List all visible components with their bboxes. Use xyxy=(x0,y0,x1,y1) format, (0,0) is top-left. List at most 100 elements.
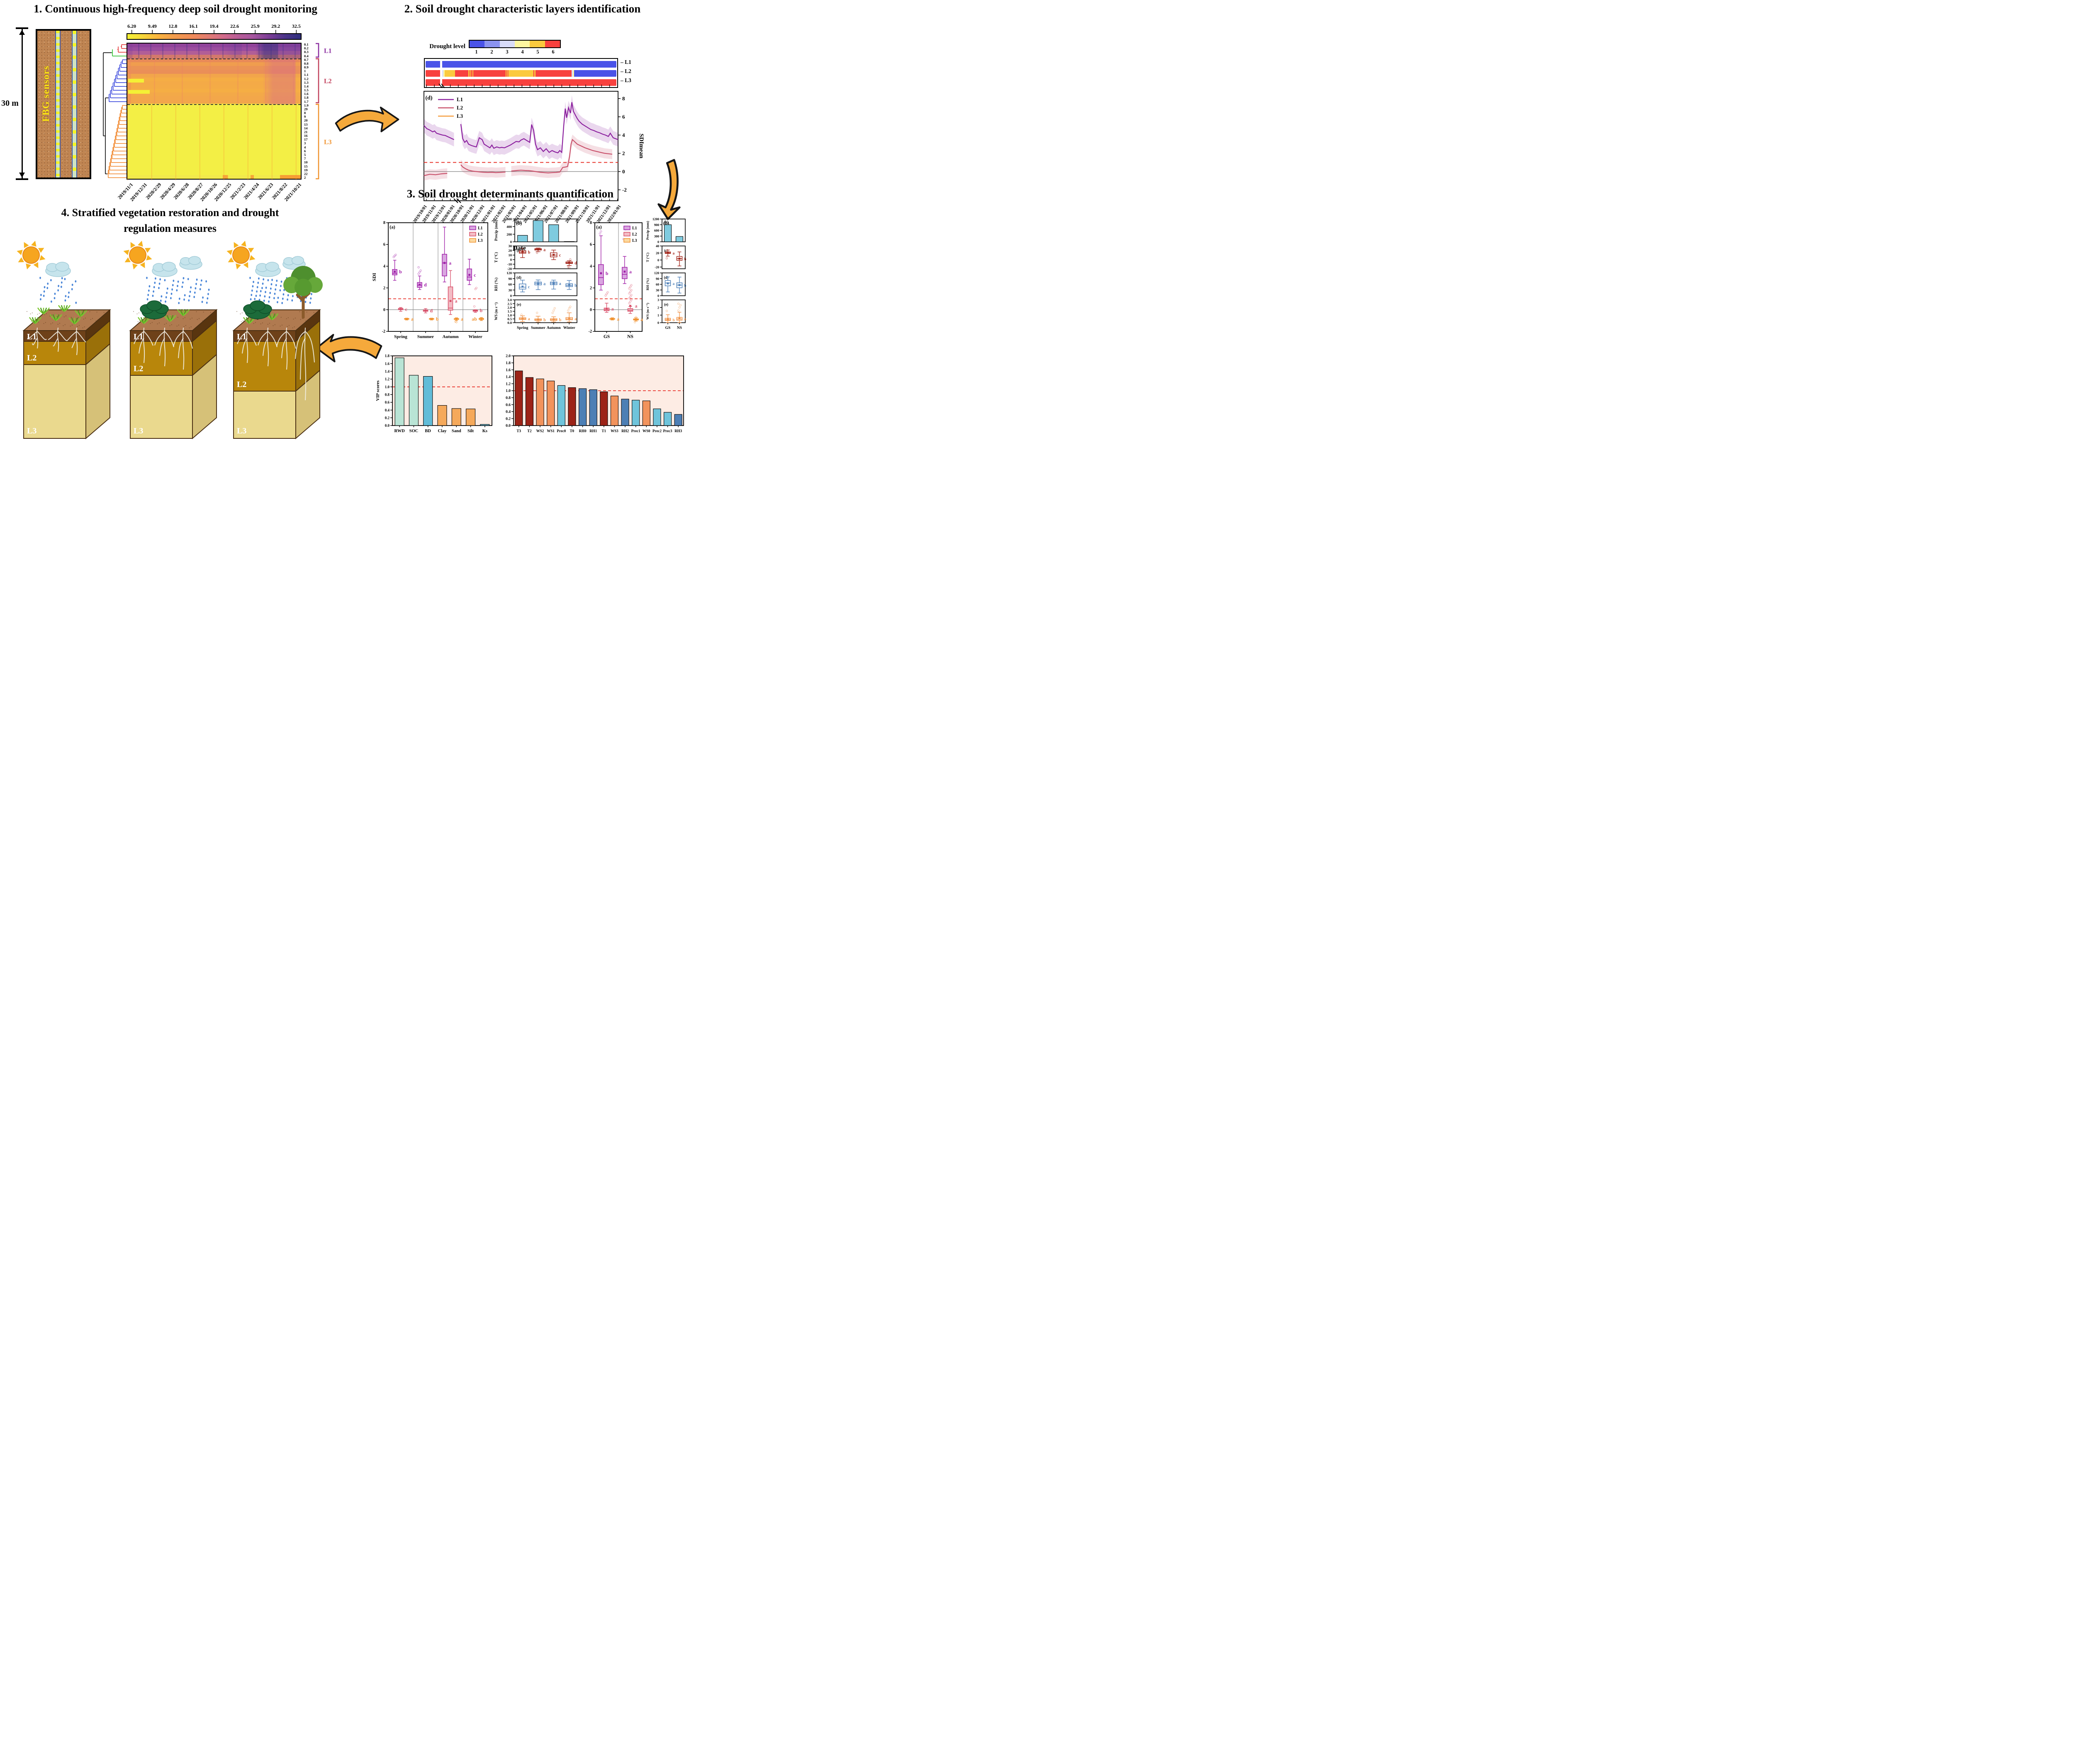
seasonal-windspeed-chart: 0.00.51.01.52.02.53.0 WS (m s⁻¹) (e) Spring… xyxy=(494,298,577,330)
arrow-up-icon xyxy=(19,30,25,35)
svg-text:1.0: 1.0 xyxy=(385,385,390,389)
panel1-title: 1. Continuous high-frequency deep soil d… xyxy=(34,2,317,15)
drought-bar-L3 xyxy=(426,79,616,86)
svg-text:Prec0: Prec0 xyxy=(557,429,566,433)
svg-text:Ks: Ks xyxy=(482,429,487,433)
heatmap-row xyxy=(127,152,301,156)
heatmap-row xyxy=(127,148,301,153)
svg-text:200: 200 xyxy=(506,232,512,236)
svg-text:(b): (b) xyxy=(516,221,522,226)
svg-text:d: d xyxy=(424,282,427,287)
svg-text:a: a xyxy=(617,316,619,322)
svg-text:-10: -10 xyxy=(507,262,512,266)
drought-level-segment xyxy=(499,41,515,47)
svg-text:0: 0 xyxy=(657,294,659,298)
depth-label: 1.6 xyxy=(304,92,309,96)
heatmap-row xyxy=(127,141,301,145)
svg-text:0: 0 xyxy=(622,168,625,175)
svg-text:L3: L3 xyxy=(134,426,143,436)
heatmap-row xyxy=(127,70,301,74)
arrow-down-icon xyxy=(657,159,681,220)
svg-text:0: 0 xyxy=(590,308,592,312)
svg-text:RWD: RWD xyxy=(394,429,405,433)
svg-text:-2: -2 xyxy=(382,329,385,334)
svg-text:a: a xyxy=(461,316,463,322)
svg-text:NS: NS xyxy=(677,326,682,330)
svg-text:0.0: 0.0 xyxy=(507,321,512,325)
colorbar-tick: 12.8 xyxy=(168,23,178,29)
heatmap-row xyxy=(127,44,301,48)
svg-text:3.0: 3.0 xyxy=(507,298,512,302)
depth-label: 0.4 xyxy=(304,54,309,58)
bar-label: – L1 xyxy=(621,59,631,65)
svg-text:60: 60 xyxy=(509,282,512,287)
svg-text:a: a xyxy=(449,260,451,266)
depth-label: 30 m xyxy=(1,99,19,108)
svg-text:WS0: WS0 xyxy=(643,429,650,433)
level-tick: 3 xyxy=(506,49,509,55)
svg-text:T (°C): T (°C) xyxy=(494,252,499,263)
svg-text:(b): (b) xyxy=(516,220,521,224)
svg-text:3: 3 xyxy=(657,298,659,302)
gsns-temperature-chart: -20 0 20 40 T (°C) (c) a b xyxy=(645,244,686,269)
heatmap-row xyxy=(127,62,301,66)
heatmap-row xyxy=(127,130,301,134)
svg-text:d: d xyxy=(574,261,577,266)
svg-text:GS: GS xyxy=(604,334,610,339)
level-tick: 1 xyxy=(475,49,478,55)
svg-text:L1: L1 xyxy=(324,47,332,54)
svg-text:RH0: RH0 xyxy=(579,429,587,433)
heatmap-row xyxy=(127,115,301,119)
svg-text:GS: GS xyxy=(665,326,671,330)
svg-text:0.4: 0.4 xyxy=(385,408,390,412)
depth-label: 0.8 xyxy=(304,61,309,66)
heatmap-colorbar-tickmarks xyxy=(131,30,297,33)
svg-text:6: 6 xyxy=(383,243,385,247)
svg-text:1200: 1200 xyxy=(652,217,659,221)
svg-text:WS (m s⁻¹): WS (m s⁻¹) xyxy=(494,302,498,320)
svg-text:b: b xyxy=(528,250,531,255)
svg-text:WS2: WS2 xyxy=(536,429,544,433)
svg-text:2.0: 2.0 xyxy=(506,354,511,358)
heatmap-row xyxy=(127,145,301,149)
drought-level-segment xyxy=(545,41,560,47)
svg-text:L2: L2 xyxy=(134,364,143,373)
drought-level-segment xyxy=(470,41,485,47)
drought-level-segment xyxy=(514,41,530,47)
svg-text:0.6: 0.6 xyxy=(385,400,390,404)
svg-text:2: 2 xyxy=(657,306,659,310)
depth-label: 19 xyxy=(304,168,308,172)
depth-label: 0.2 xyxy=(304,46,309,51)
soil-moisture-heatmap xyxy=(127,43,302,180)
svg-text:a: a xyxy=(673,252,675,256)
svg-text:Autumn: Autumn xyxy=(442,334,458,339)
colorbar-tick: 32.5 xyxy=(292,23,301,29)
svg-text:8: 8 xyxy=(622,95,625,102)
svg-text:Summer: Summer xyxy=(417,334,434,339)
fbg-sensors-label: FBG sensors xyxy=(41,66,51,122)
svg-text:-20: -20 xyxy=(507,267,512,271)
restoration-scene-grass-shrub: L1 L2 L3 xyxy=(123,241,218,440)
svg-text:L1: L1 xyxy=(457,96,463,102)
svg-text:Winter: Winter xyxy=(468,334,482,339)
colorbar-tick: 9.49 xyxy=(148,23,157,29)
depth-label: 0.1 xyxy=(304,42,309,46)
svg-text:L3: L3 xyxy=(632,238,637,243)
svg-text:0: 0 xyxy=(510,294,512,298)
svg-text:a: a xyxy=(673,282,675,286)
arrow-down-icon xyxy=(19,173,25,178)
svg-text:b: b xyxy=(559,318,562,322)
heatmap-row xyxy=(127,107,301,112)
svg-text:0.8: 0.8 xyxy=(385,393,390,397)
svg-text:RH (%): RH (%) xyxy=(645,278,650,290)
svg-text:a: a xyxy=(574,317,577,321)
fbg-sensor-string-1 xyxy=(55,31,61,178)
layer-group-brackets: L1 L2 L3 xyxy=(316,43,332,180)
svg-text:10: 10 xyxy=(509,253,512,257)
svg-text:b: b xyxy=(399,269,402,275)
date-axis-label: Date xyxy=(513,245,526,252)
heatmap-row xyxy=(127,156,301,160)
depth-label: 13 xyxy=(304,122,308,127)
depth-label: 21 xyxy=(304,129,308,134)
depth-label: 3 xyxy=(304,141,306,146)
